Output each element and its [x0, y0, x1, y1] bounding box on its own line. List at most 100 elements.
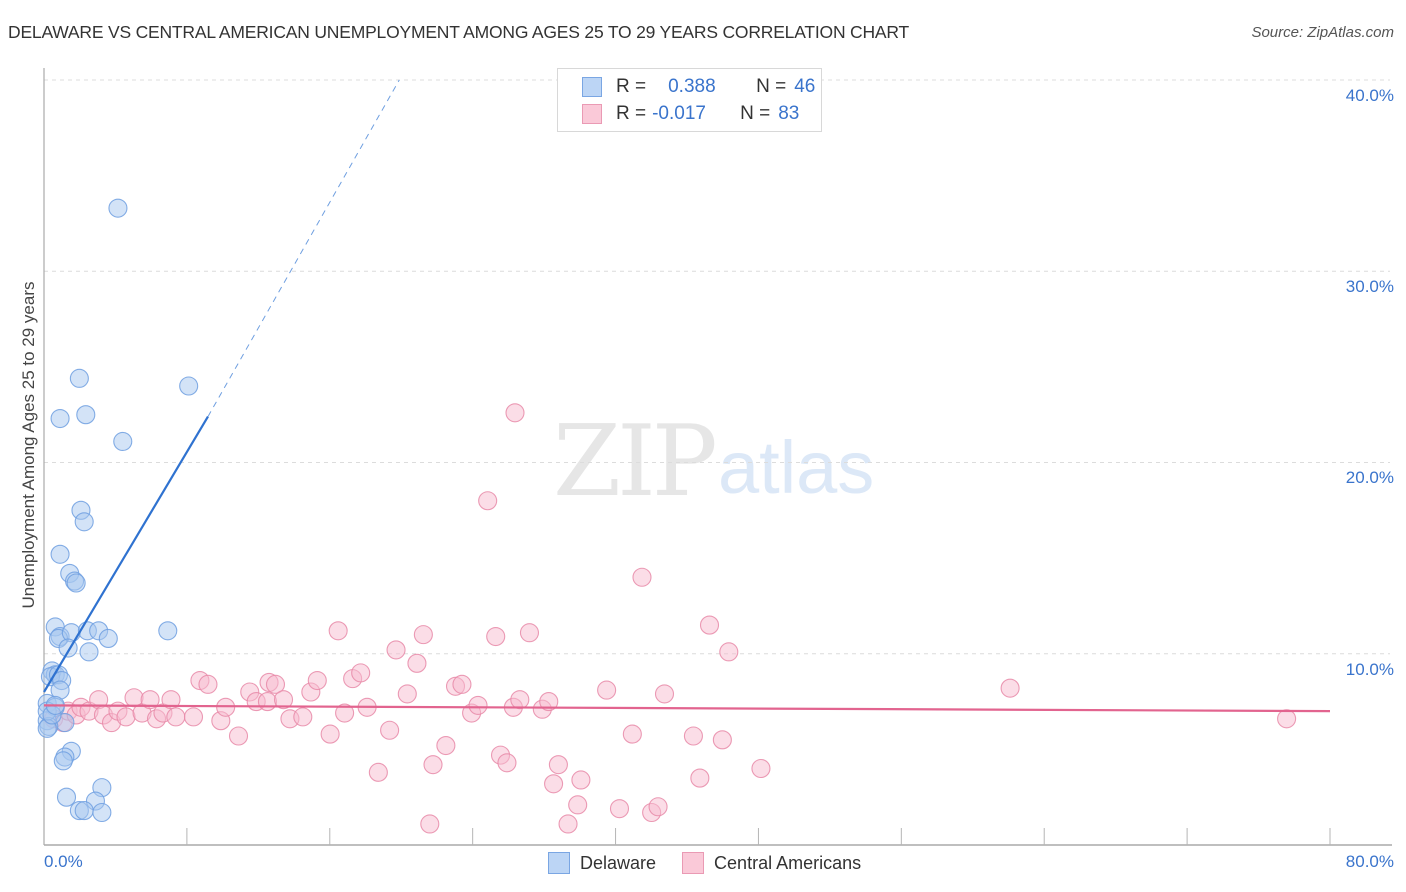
data-point: [265, 674, 286, 694]
data-point: [571, 770, 591, 790]
data-point: [622, 724, 642, 744]
data-point: [452, 674, 472, 694]
data-point: [386, 640, 406, 660]
y-tick-30: 30.0%: [1345, 277, 1394, 296]
data-point: [539, 692, 559, 712]
n-value: 46: [794, 76, 816, 97]
data-point: [597, 680, 617, 700]
r-label: R =: [616, 76, 647, 97]
data-point: [198, 674, 218, 694]
data-point: [486, 626, 506, 647]
data-point: [293, 707, 313, 727]
data-point: [510, 690, 530, 710]
delaware-swatch-icon: [548, 852, 570, 874]
x-tick-80: 80.0%: [1345, 852, 1394, 871]
legend-label: Delaware: [580, 852, 657, 873]
data-point: [368, 762, 388, 782]
x-tick-0: 0.0%: [44, 852, 83, 871]
data-point: [328, 621, 348, 641]
n-label: N =: [756, 76, 787, 97]
y-tick-10: 10.0%: [1345, 660, 1394, 679]
data-point: [116, 707, 136, 727]
y-tick-20: 20.0%: [1345, 468, 1394, 487]
data-point: [74, 801, 94, 821]
n-value: 83: [778, 103, 800, 124]
data-point: [497, 753, 517, 773]
data-point: [654, 684, 675, 704]
source-label: Source: ZipAtlas.com: [1251, 24, 1394, 41]
data-point: [108, 198, 128, 218]
data-point: [50, 544, 70, 564]
data-point: [609, 799, 630, 819]
data-point: [1277, 709, 1297, 729]
y-tick-40: 40.0%: [1345, 86, 1394, 105]
data-point: [307, 670, 327, 691]
data-point: [423, 755, 443, 775]
central-americans-swatch-icon: [582, 104, 602, 124]
data-point: [712, 730, 732, 750]
data-point: [1000, 678, 1020, 698]
data-point: [56, 787, 77, 807]
data-point: [380, 720, 400, 740]
data-point: [140, 690, 160, 710]
data-point: [683, 726, 703, 746]
data-point: [436, 735, 456, 756]
legend-item-central-americans[interactable]: Central Americans: [682, 852, 861, 874]
legend-row-delaware: R = 0.388 N = 46: [582, 76, 815, 98]
r-value: -0.017: [652, 103, 706, 124]
data-point: [690, 768, 710, 788]
delaware-swatch-icon: [582, 77, 602, 97]
data-point: [544, 774, 564, 794]
data-point: [413, 625, 433, 645]
data-point: [568, 795, 588, 815]
r-value: 0.388: [668, 76, 716, 97]
data-point: [66, 573, 86, 593]
data-point: [335, 703, 355, 723]
data-point: [273, 690, 294, 710]
legend-row-central-americans: R = -0.017 N = 83: [582, 103, 799, 125]
data-point: [548, 755, 568, 775]
central-americans-swatch-icon: [682, 852, 705, 874]
legend-label: Central Americans: [714, 852, 862, 873]
data-point: [92, 802, 112, 823]
series-legend: Delaware Central Americans: [548, 852, 887, 874]
data-point: [50, 408, 70, 429]
data-point: [74, 512, 94, 532]
data-point: [632, 567, 652, 587]
data-point: [478, 491, 498, 511]
data-point: [98, 628, 118, 649]
data-point: [351, 663, 371, 683]
chart-title: DELAWARE VS CENTRAL AMERICAN UNEMPLOYMEN…: [8, 22, 910, 42]
data-point: [320, 724, 340, 744]
data-point: [69, 368, 89, 388]
data-point: [228, 726, 249, 746]
data-point: [113, 431, 133, 452]
data-point: [751, 758, 771, 779]
trendlines: [43, 79, 1331, 713]
gridlines: [44, 79, 1390, 655]
data-point: [468, 695, 488, 715]
r-label: R =: [616, 103, 647, 124]
y-axis-label: Unemployment Among Ages 25 to 29 years: [19, 281, 38, 609]
data-point: [407, 653, 427, 673]
data-point: [166, 707, 186, 727]
data-point: [397, 684, 417, 704]
series-delaware: [37, 198, 199, 823]
legend-item-delaware[interactable]: Delaware: [548, 852, 656, 874]
data-point: [558, 814, 578, 834]
series-central-americans: [44, 403, 1297, 834]
data-point: [699, 615, 720, 635]
data-point: [53, 751, 73, 771]
data-point: [257, 692, 277, 712]
watermark-atlas: atlas: [718, 426, 875, 509]
data-point: [505, 403, 525, 423]
data-point: [183, 707, 204, 727]
data-point: [719, 642, 739, 662]
stats-legend: R = 0.388 N = 46 R = -0.017 N = 83: [557, 68, 822, 132]
axes: [43, 68, 1392, 846]
data-point: [519, 623, 540, 643]
data-point: [179, 376, 199, 396]
data-point: [79, 642, 99, 662]
data-point: [76, 405, 96, 425]
